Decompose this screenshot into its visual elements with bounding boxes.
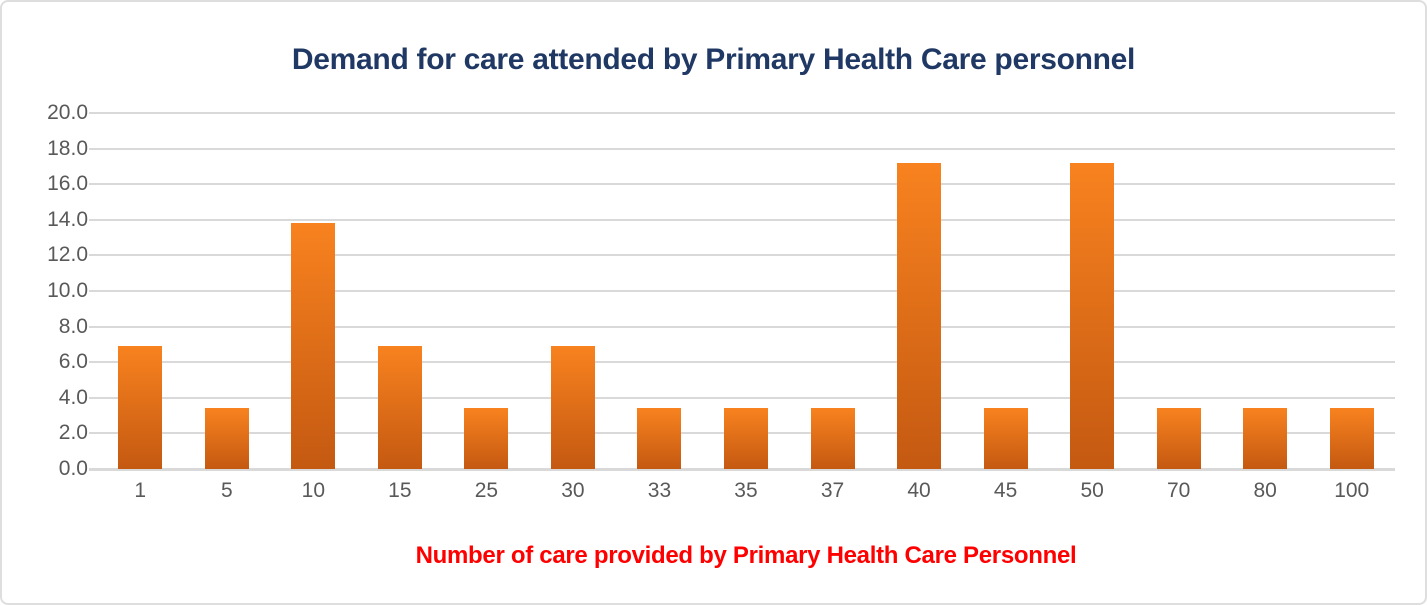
- y-axis-labels: 20.0 18.0 16.0 14.0 12.0 10.0 8.0 6.0 4.0 2.0 0.0: [2, 101, 88, 480]
- y-tick-label: 12.0: [47, 243, 88, 267]
- y-tick-label: 10.0: [47, 279, 88, 302]
- bar-5: [204, 408, 249, 469]
- y-tick-label: 16.0: [47, 172, 88, 196]
- bar-80: [1243, 408, 1288, 469]
- bar-37: [810, 408, 855, 469]
- gridline: [89, 361, 1395, 364]
- bar-100: [1329, 408, 1374, 469]
- gridline: [89, 112, 1395, 114]
- y-tick-label: 2.0: [58, 421, 88, 445]
- x-tick-label: 5: [220, 479, 233, 502]
- gridline: [89, 325, 1395, 328]
- y-tick-label: 18.0: [47, 136, 88, 160]
- gridline: [89, 290, 1395, 292]
- y-tick-label: 6.0: [58, 350, 88, 374]
- bar-35: [724, 408, 768, 469]
- x-tick-label: 37: [820, 479, 845, 502]
- x-tick-label: 10: [301, 479, 325, 502]
- y-tick-label: 14.0: [47, 207, 88, 231]
- gridline: [89, 254, 1395, 257]
- bar-1: [118, 346, 163, 469]
- x-tick-label: 25: [474, 479, 499, 502]
- gridline: [89, 468, 1395, 471]
- bar-10: [291, 223, 336, 469]
- x-tick-label: 80: [1253, 479, 1277, 502]
- gridline: [89, 218, 1395, 221]
- x-axis-title: Number of care provided by Primary Healt…: [415, 542, 1077, 569]
- x-tick-label: 33: [647, 479, 672, 502]
- x-tick-label: 1: [134, 479, 147, 502]
- bar-15: [377, 346, 422, 469]
- bar-30: [550, 346, 595, 469]
- gridline: [89, 396, 1395, 399]
- bar-70: [1156, 408, 1201, 469]
- bar-45: [983, 408, 1028, 469]
- x-tick-label: 100: [1334, 479, 1370, 502]
- bar-50: [1070, 162, 1115, 469]
- bar-33: [637, 408, 682, 469]
- y-tick-label: 4.0: [58, 385, 88, 409]
- y-tick-label: 20.0: [47, 101, 88, 124]
- x-tick-label: 50: [1080, 479, 1104, 502]
- x-tick-label: 35: [734, 479, 758, 502]
- y-tick-label: 8.0: [58, 314, 88, 338]
- plot-area: [89, 112, 1395, 471]
- x-tick-label: 70: [1166, 479, 1191, 502]
- gridline: [89, 183, 1395, 186]
- x-axis-labels: 1 5 10 15 25 30 33 35 37 40 45 50 70 80 100: [97, 476, 1395, 506]
- y-tick-label: 0.0: [58, 457, 88, 480]
- gridline: [89, 147, 1395, 150]
- chart-title: Demand for care attended by Primary Heal…: [291, 43, 1136, 76]
- x-tick-label: 45: [993, 479, 1018, 502]
- x-tick-label: 15: [388, 479, 412, 502]
- x-tick-label: 40: [907, 479, 931, 502]
- x-tick-label: 30: [561, 479, 585, 502]
- bar-25: [464, 408, 509, 469]
- bar-40: [897, 162, 942, 469]
